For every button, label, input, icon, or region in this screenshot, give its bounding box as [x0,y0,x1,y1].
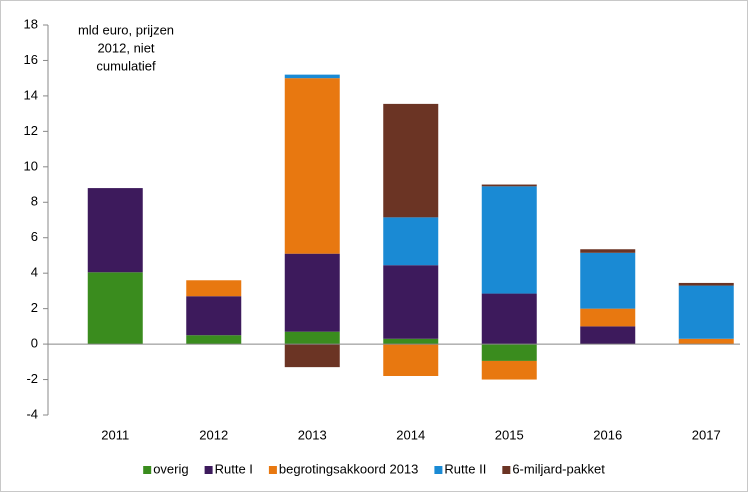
legend-label: Rutte II [444,461,486,476]
bar-segment [383,265,439,339]
bar-segment [186,296,242,336]
y-tick-label: 14 [24,87,38,102]
bar-segment [284,344,340,368]
x-tick-label: 2011 [101,427,129,442]
bar-segment [186,335,242,345]
legend-swatch [204,466,213,474]
bar-segment [580,249,636,253]
bar-segment [383,344,439,376]
bar-segment [481,186,537,294]
x-tick-label: 2014 [396,427,425,442]
y-tick-label: -2 [26,371,38,386]
legend-swatch [268,466,277,474]
annotation: cumulatief [96,58,156,73]
bar-segment [580,308,636,327]
bar-segment [284,78,340,254]
y-tick-label: -4 [26,406,38,421]
x-tick-label: 2016 [593,427,622,442]
legend-label: overig [153,461,188,476]
x-tick-label: 2012 [199,427,228,442]
y-tick-label: 12 [24,123,38,138]
bar-segment [678,338,734,345]
legend-label: Rutte I [215,461,253,476]
y-tick-label: 16 [24,52,38,67]
bar-segment [383,103,439,218]
bar-segment [284,331,340,345]
bar-segment [678,282,734,286]
annotation: 2012, niet [97,40,154,55]
legend-swatch [143,466,152,474]
bar-segment [481,184,537,187]
y-tick-label: 18 [24,16,38,31]
x-tick-label: 2013 [298,427,327,442]
bar-segment [481,293,537,345]
legend-label: 6-miljard-pakket [512,461,605,476]
bar-segment [383,338,439,345]
bar-segment [383,217,439,266]
bar-segment [678,285,734,339]
legend-swatch [434,466,443,474]
bar-segment [186,280,242,297]
bar-segment [481,344,537,361]
y-tick-label: 8 [31,194,38,209]
bar-segment [284,74,340,79]
annotation: mld euro, prijzen [78,22,174,37]
x-tick-label: 2015 [495,427,524,442]
bar-segment [580,326,636,345]
bar-segment [87,188,143,273]
bar-segment [284,253,340,332]
y-tick-label: 0 [31,336,38,351]
bar-segment [580,252,636,309]
y-tick-label: 6 [31,229,38,244]
y-tick-label: 2 [31,300,38,315]
bar-segment [481,360,537,380]
y-tick-label: 10 [24,158,38,173]
bar-segment [87,272,143,345]
x-tick-label: 2017 [692,427,721,442]
y-tick-label: 4 [31,265,38,280]
legend-label: begrotingsakkoord 2013 [279,461,419,476]
legend-swatch [502,466,511,474]
